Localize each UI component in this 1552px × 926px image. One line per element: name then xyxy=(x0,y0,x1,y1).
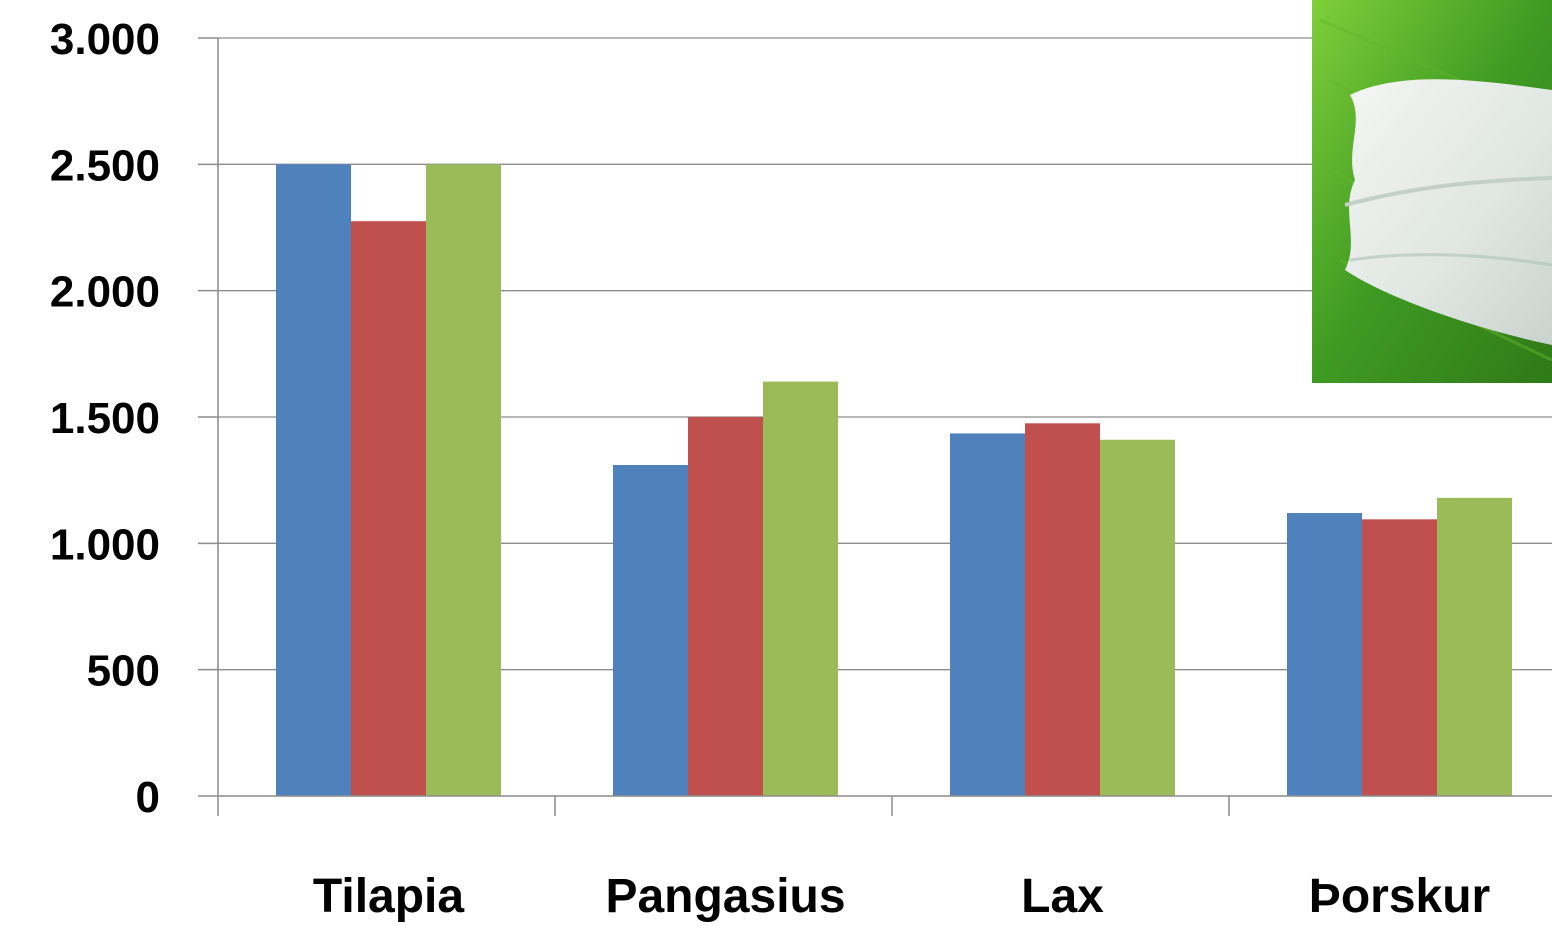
y-tick-label: 2.000 xyxy=(50,268,160,317)
x-category-label: Tilapia xyxy=(313,870,464,923)
x-category-label: Lax xyxy=(1021,870,1104,923)
x-category-label: Þorskur xyxy=(1309,870,1490,923)
y-tick-label: 0 xyxy=(136,773,160,822)
fish-fillet-photo xyxy=(1312,0,1552,383)
bar-þorskur-series-3 xyxy=(1437,497,1512,796)
bar-tilapia-series-2 xyxy=(351,221,426,796)
y-tick-labels: 0 500 1.000 1.500 2.000 2.500 3.000 xyxy=(50,15,160,822)
bar-tilapia-series-1 xyxy=(276,164,351,797)
bar-pangasius-series-3 xyxy=(763,381,838,796)
bar-þorskur-series-2 xyxy=(1362,519,1437,796)
y-tick-label: 3.000 xyxy=(50,15,160,64)
category-labels: Tilapia Pangasius Lax Þorskur xyxy=(313,870,1490,923)
y-tick-label: 2.500 xyxy=(50,141,160,190)
bars xyxy=(276,164,1512,797)
x-category-label: Pangasius xyxy=(605,870,845,923)
bar-lax-series-2 xyxy=(1025,423,1100,796)
axes xyxy=(198,37,1552,816)
y-tick-label: 1.000 xyxy=(50,520,160,569)
bar-lax-series-1 xyxy=(950,433,1025,796)
bar-tilapia-series-3 xyxy=(426,164,501,797)
bar-pangasius-series-1 xyxy=(613,465,688,796)
y-tick-label: 1.500 xyxy=(50,394,160,443)
y-tick-label: 500 xyxy=(87,647,160,696)
bar-þorskur-series-1 xyxy=(1287,513,1362,796)
bar-pangasius-series-2 xyxy=(688,417,763,796)
bar-lax-series-3 xyxy=(1100,439,1175,796)
